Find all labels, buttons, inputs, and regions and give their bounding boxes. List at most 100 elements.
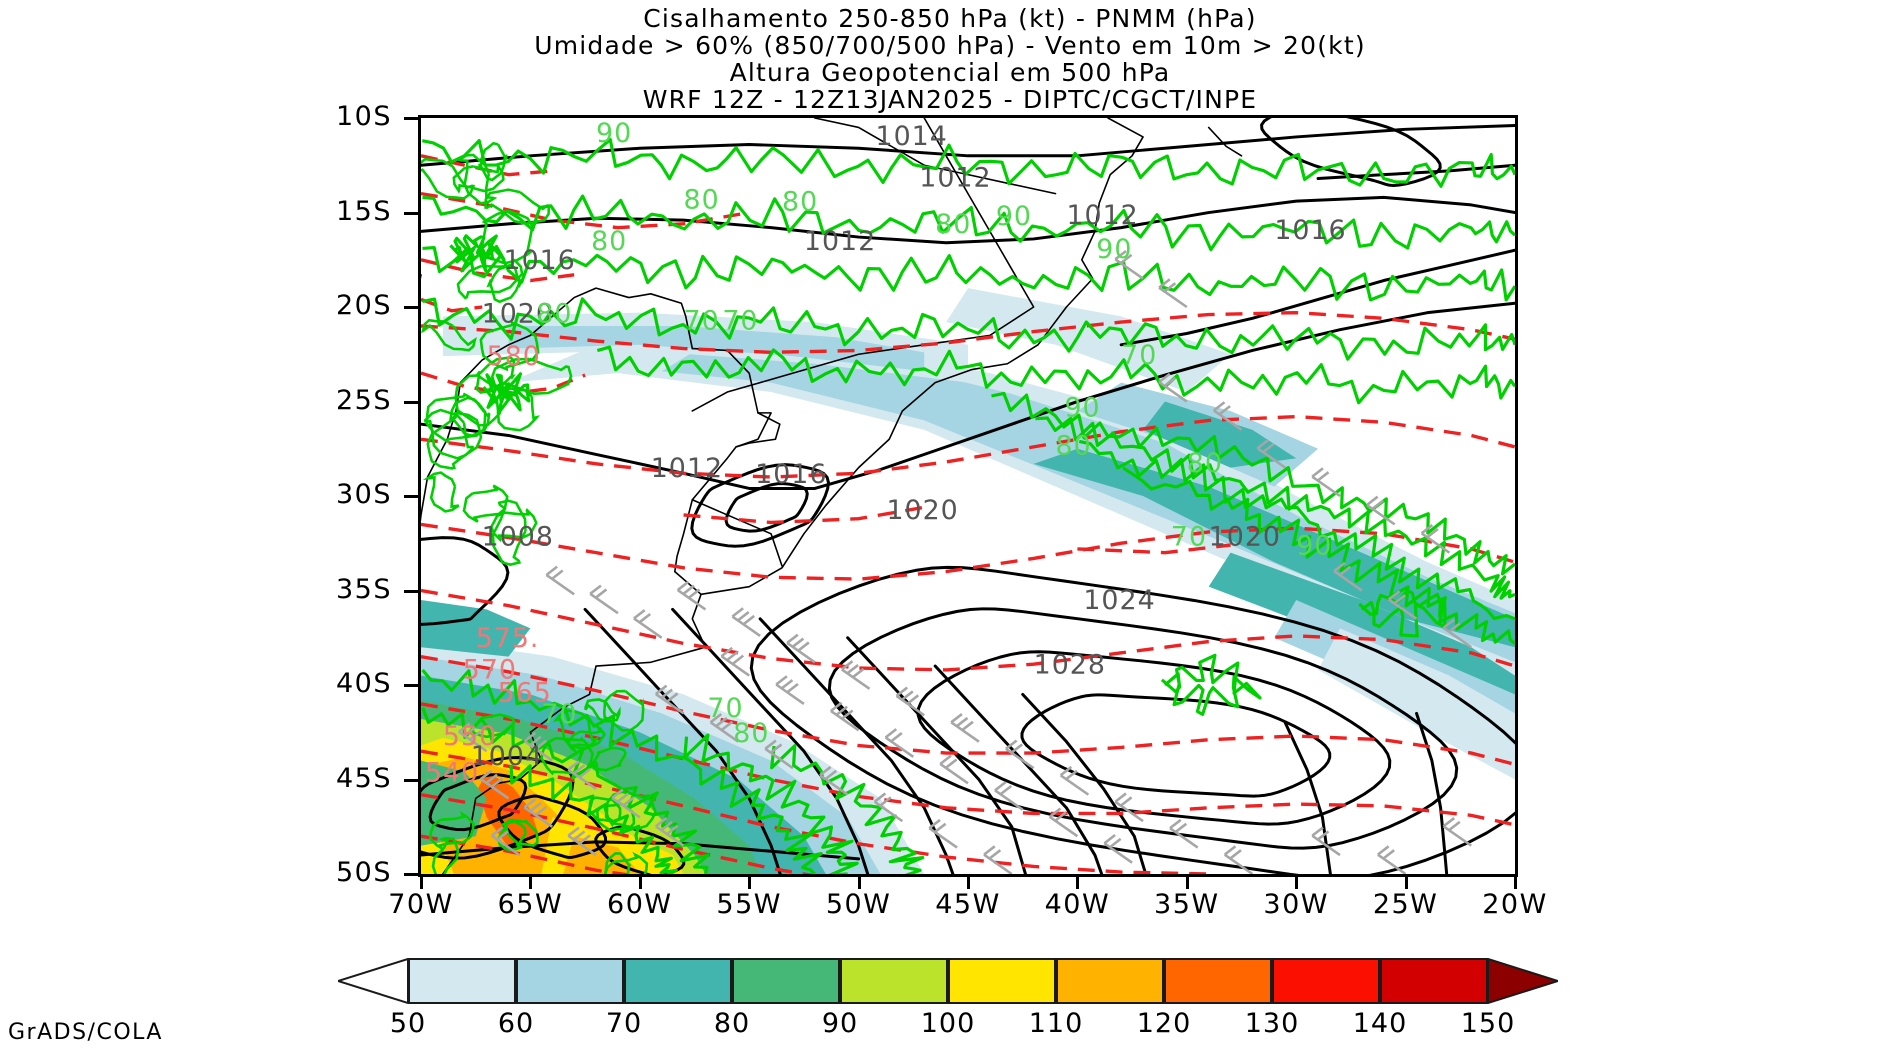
y-axis-tick-label: 20S bbox=[272, 290, 392, 321]
mslp-contour-label: 1014 bbox=[876, 121, 948, 152]
humidity-contour-label: 90 bbox=[1064, 393, 1100, 424]
mslp-contour-label: 1028 bbox=[1034, 650, 1106, 681]
mslp-contour-label: 1016 bbox=[755, 459, 827, 490]
humidity-contour-label: 70 bbox=[722, 305, 758, 336]
map-plot-area: 1014 1012 1012 1012 1016 1016 1020 1012 1016 1008… bbox=[418, 115, 1518, 877]
wind-barb bbox=[1443, 818, 1471, 846]
chart-title-block: Cisalhamento 250-850 hPa (kt) - PNMM (hP… bbox=[0, 4, 1900, 112]
wind-barb bbox=[546, 567, 574, 595]
title-line-1: Cisalhamento 250-850 hPa (kt) - PNMM (hP… bbox=[0, 6, 1900, 31]
geopotential-contour-label: 575. bbox=[476, 623, 540, 654]
y-axis-tick-label: 35S bbox=[272, 574, 392, 605]
wind-barb bbox=[1115, 793, 1143, 821]
y-axis-tick-mark bbox=[404, 306, 418, 309]
x-axis-tick-mark bbox=[639, 877, 642, 889]
x-axis-tick-label: 40W bbox=[1017, 889, 1137, 920]
colorbar-tick-label: 150 bbox=[1448, 1008, 1528, 1039]
x-axis-tick-mark bbox=[1295, 877, 1298, 889]
y-axis-tick-mark bbox=[404, 779, 418, 782]
x-axis-tick-label: 50W bbox=[799, 889, 919, 920]
y-axis-tick-label: 25S bbox=[272, 385, 392, 416]
x-axis-tick-mark bbox=[529, 877, 532, 889]
x-axis-tick-label: 45W bbox=[908, 889, 1028, 920]
x-axis-tick-mark bbox=[967, 877, 970, 889]
humidity-contour-label: 70 bbox=[1171, 522, 1207, 553]
wind-barb bbox=[732, 608, 760, 636]
colorbar-swatch bbox=[1164, 958, 1272, 1004]
colorbar-swatch bbox=[1272, 958, 1380, 1004]
y-axis-tick-label: 40S bbox=[272, 668, 392, 699]
geopotential-contour-label: 580 bbox=[487, 341, 541, 372]
mslp-contour-label: 1012 bbox=[919, 162, 991, 193]
humidity-contour-label: 90 bbox=[996, 201, 1032, 232]
geopotential-contour-label: 540 bbox=[425, 758, 479, 789]
humidity-contour-label: 80 bbox=[733, 718, 769, 749]
wind-barb bbox=[984, 846, 1012, 874]
y-axis-tick-mark bbox=[404, 401, 418, 404]
wind-barb bbox=[590, 586, 618, 614]
y-axis-tick-label: 15S bbox=[272, 196, 392, 227]
wind-barb bbox=[1050, 809, 1078, 837]
x-axis-tick-mark bbox=[1076, 877, 1079, 889]
mslp-contour-label: 1016 bbox=[1274, 215, 1346, 246]
colorbar-tick-label: 90 bbox=[800, 1008, 880, 1039]
mslp-contour-label: 1020 bbox=[1209, 522, 1281, 553]
y-axis-tick-mark bbox=[404, 590, 418, 593]
colorbar-tick-label: 80 bbox=[692, 1008, 772, 1039]
colorbar-extend-low-arrow bbox=[338, 958, 408, 1004]
colorbar-tick-label: 130 bbox=[1232, 1008, 1312, 1039]
y-axis-tick-mark bbox=[404, 212, 418, 215]
title-line-3: Altura Geopotencial em 500 hPa bbox=[0, 60, 1900, 85]
colorbar-tick-label: 50 bbox=[368, 1008, 448, 1039]
wind-barb bbox=[776, 676, 804, 704]
wind-barb bbox=[1225, 846, 1253, 874]
humidity-contour-label: 90 bbox=[1096, 234, 1132, 265]
humidity-contour-label: 70 bbox=[1121, 340, 1157, 371]
mslp-contour-label: 1012 bbox=[651, 453, 723, 484]
wind-barb bbox=[787, 635, 815, 663]
wind-barb bbox=[831, 703, 859, 731]
mslp-contour-label: 1008 bbox=[482, 522, 554, 553]
wind-barb bbox=[929, 820, 957, 848]
grads-credit-label: GrADS/COLA bbox=[8, 1020, 163, 1045]
y-axis-tick-label: 30S bbox=[272, 479, 392, 510]
mslp-contour-label: 1024 bbox=[1083, 585, 1155, 616]
colorbar-tick-label: 110 bbox=[1016, 1008, 1096, 1039]
humidity-contour-label: 80 bbox=[782, 186, 818, 217]
colorbar-swatch bbox=[948, 958, 1056, 1004]
x-axis-tick-mark bbox=[748, 877, 751, 889]
x-axis-tick-label: 35W bbox=[1127, 889, 1247, 920]
mslp-contour-label: 1012 bbox=[804, 226, 876, 257]
y-axis-tick-mark bbox=[404, 495, 418, 498]
wind-barb bbox=[886, 729, 914, 757]
x-axis-tick-label: 70W bbox=[361, 889, 481, 920]
mslp-contour-label: 1020 bbox=[886, 495, 958, 526]
humidity-contour-label: 80 bbox=[591, 226, 627, 257]
humidity-contour-label: 80 bbox=[536, 298, 572, 329]
colorbar-swatch bbox=[1380, 958, 1488, 1004]
y-axis-tick-mark bbox=[404, 873, 418, 876]
x-axis-tick-label: 60W bbox=[580, 889, 700, 920]
colorbar-swatch bbox=[1056, 958, 1164, 1004]
geopotential-contour-label: 550 bbox=[443, 721, 497, 752]
colorbar-extend-high-arrow bbox=[1488, 958, 1558, 1004]
humidity-contour-label: 70 bbox=[684, 305, 720, 336]
colorbar-swatch bbox=[624, 958, 732, 1004]
x-axis-tick-mark bbox=[1186, 877, 1189, 889]
y-axis-tick-label: 10S bbox=[272, 101, 392, 132]
coastline-path bbox=[736, 413, 780, 447]
humidity-contour-label: 90 bbox=[1296, 531, 1332, 562]
x-axis-tick-label: 65W bbox=[470, 889, 590, 920]
wind-barb bbox=[842, 661, 870, 689]
humidity-contour-label: 80 bbox=[1187, 448, 1223, 479]
mslp-contour bbox=[726, 484, 807, 532]
x-axis-tick-label: 25W bbox=[1346, 889, 1466, 920]
wind-barb bbox=[721, 648, 749, 676]
weather-map-svg: 1014101210121012 1016101610201012 10161008… bbox=[421, 118, 1515, 874]
x-axis-tick-label: 30W bbox=[1236, 889, 1356, 920]
y-axis-tick-label: 45S bbox=[272, 763, 392, 794]
mslp-contour bbox=[1023, 694, 1148, 874]
humidity-contour-label: 70 bbox=[541, 699, 577, 730]
x-axis-tick-label: 55W bbox=[689, 889, 809, 920]
colorbar-swatch bbox=[516, 958, 624, 1004]
